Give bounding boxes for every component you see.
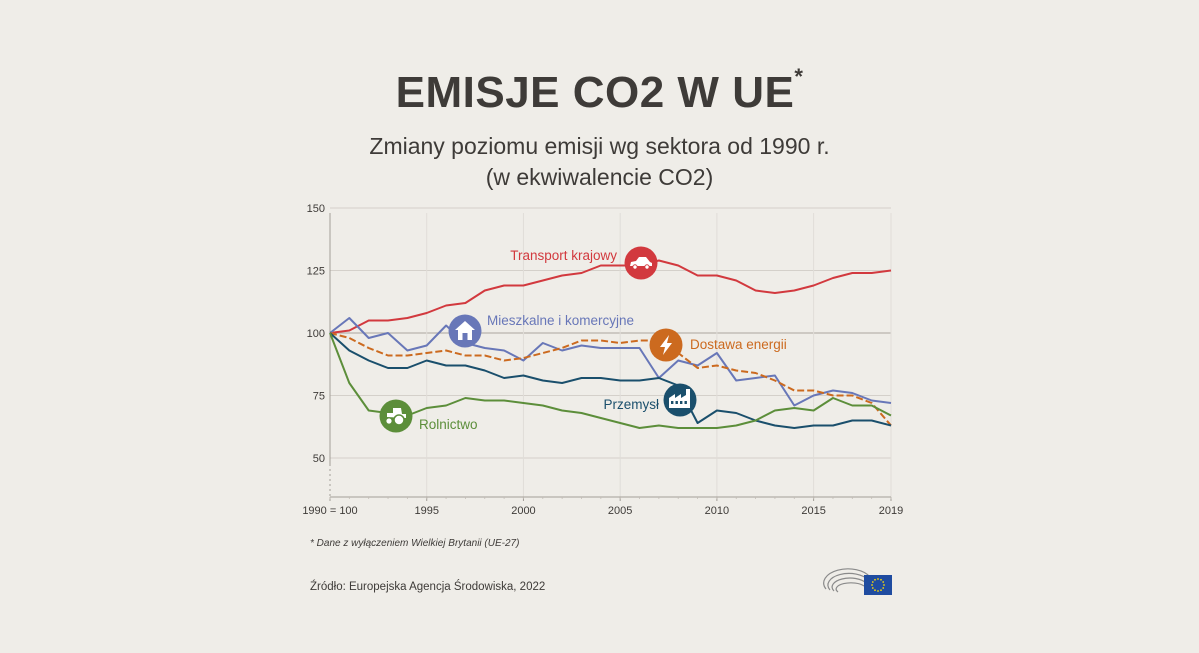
- car-icon: [630, 257, 652, 270]
- footnote: * Dane z wyłączeniem Wielkiej Brytanii (…: [310, 538, 520, 549]
- y-tick-label: 125: [307, 266, 325, 278]
- tractor-wheel: [393, 414, 405, 426]
- eu-star: [877, 590, 879, 592]
- x-tick-label: 1995: [414, 505, 438, 517]
- lightning-icon: [660, 335, 672, 355]
- eu-star: [882, 587, 885, 589]
- european-parliament-logo: [823, 568, 892, 595]
- series-labels: Transport krajowy Mieszkalne i komercyjne…: [379, 246, 787, 433]
- lightning-badge: [649, 328, 683, 362]
- series-label-2: Dostawa energii: [690, 337, 787, 352]
- chart-grid: [330, 207, 892, 497]
- series-label-0: Transport krajowy: [510, 248, 617, 263]
- x-tick-label: 2010: [705, 505, 729, 517]
- house-door: [462, 333, 468, 340]
- eu-star: [874, 578, 876, 581]
- subtitle-line-2: (w ekwiwalencie CO2): [485, 164, 714, 190]
- factory-window: [684, 401, 687, 404]
- eu-star: [871, 584, 873, 586]
- series-line-1: [329, 317, 892, 407]
- series-label-3: Przemysł: [603, 397, 659, 412]
- eu-star: [880, 578, 882, 581]
- lightning-shape: [660, 335, 672, 355]
- eu-flag-icon: [864, 575, 892, 595]
- series-line-0: [329, 259, 892, 334]
- eu-star: [877, 578, 879, 580]
- house-badge: [448, 314, 482, 348]
- eu-star: [880, 589, 882, 592]
- eu-star: [874, 589, 876, 592]
- chart-series: [329, 259, 892, 429]
- source-text: Źródło: Europejska Agencja Środowiska, 2…: [310, 581, 546, 593]
- factory-badge: [663, 383, 697, 417]
- chart-axes: 50 75 100 125 150 1990 = 100 1995 2000 2005 2010 2…: [302, 203, 903, 517]
- eu-stars-icon: [871, 578, 885, 592]
- house-icon: [455, 321, 475, 340]
- x-tick-label: 2005: [608, 505, 632, 517]
- factory-window: [680, 401, 683, 404]
- eu-star: [871, 587, 874, 589]
- factory-icon: [669, 389, 690, 408]
- x-tick-label: 1990 = 100: [302, 505, 357, 517]
- y-tick-label: 100: [307, 328, 325, 340]
- x-tick-label: 2000: [511, 505, 535, 517]
- eu-star: [871, 581, 874, 583]
- tractor-wheel: [385, 417, 393, 425]
- tractor-icon: [385, 408, 406, 426]
- y-tick-label: 50: [313, 453, 325, 465]
- subtitle-line-1: Zmiany poziomu emisji wg sektora od 1990…: [369, 133, 830, 159]
- car-wheel: [644, 264, 650, 270]
- car-wheel: [632, 264, 638, 270]
- y-tick-label: 150: [307, 203, 325, 215]
- car-shape: [630, 257, 652, 266]
- title-asterisk: *: [794, 64, 804, 89]
- series-line-4: [329, 332, 892, 429]
- car-badge: [624, 246, 658, 280]
- y-tick-label: 75: [313, 391, 325, 403]
- eu-star: [883, 584, 885, 586]
- factory-window: [671, 401, 674, 404]
- series-label-4: Rolnictwo: [419, 417, 478, 432]
- chart-subtitle: Zmiany poziomu emisji wg sektora od 1990…: [0, 131, 1199, 193]
- series-line-3: [329, 332, 892, 429]
- house-shape: [455, 321, 475, 340]
- chart-title: EMISJE CO2 W UE*: [0, 64, 1199, 118]
- eu-star: [882, 581, 885, 583]
- tractor-badge: [379, 399, 413, 433]
- factory-window: [675, 401, 678, 404]
- series-label-1: Mieszkalne i komercyjne: [487, 313, 634, 328]
- x-tick-label: 2019: [879, 505, 903, 517]
- x-tick-label: 2015: [801, 505, 825, 517]
- series-line-2: [329, 332, 892, 427]
- title-text: EMISJE CO2 W UE: [395, 68, 795, 117]
